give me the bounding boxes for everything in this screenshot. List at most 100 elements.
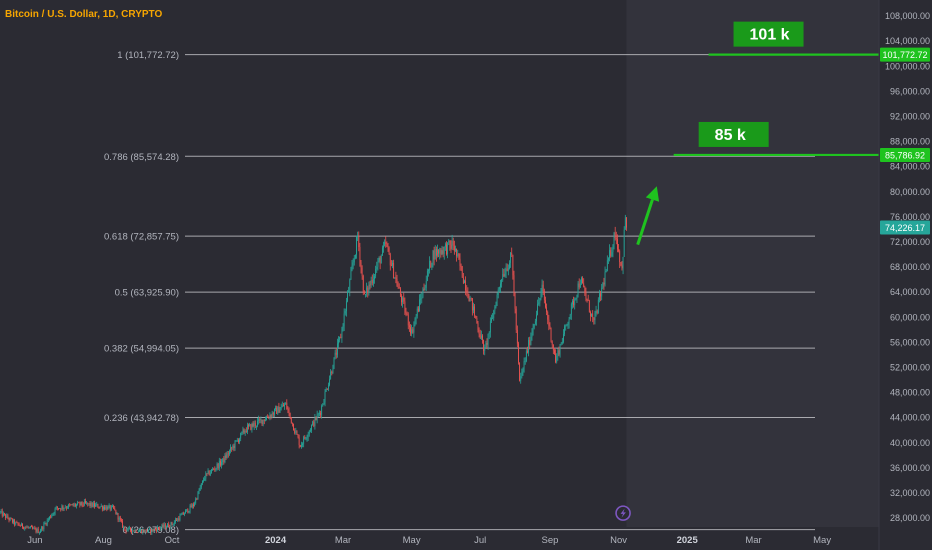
- candle-body: [554, 350, 555, 354]
- candle: [340, 333, 342, 339]
- price-targets[interactable]: 101 k 85 k: [673, 21, 879, 157]
- candle: [623, 226, 625, 257]
- candle-body: [414, 319, 416, 325]
- candle: [507, 264, 509, 276]
- candle-body: [577, 283, 579, 296]
- candle: [318, 410, 320, 417]
- candle-body: [251, 423, 253, 430]
- candle-body: [311, 425, 312, 431]
- event-markers[interactable]: [615, 505, 631, 521]
- candle-body: [386, 244, 388, 246]
- candle-body: [292, 423, 293, 425]
- projection-arrow[interactable]: [636, 186, 660, 246]
- candle-body: [117, 513, 119, 520]
- candle-body: [572, 300, 573, 305]
- candle-body: [265, 419, 266, 421]
- candle-body: [546, 307, 547, 313]
- candle: [336, 338, 338, 358]
- candle: [263, 419, 265, 425]
- candle-body: [56, 506, 58, 509]
- candle-body: [207, 470, 209, 474]
- candle-body: [303, 437, 305, 444]
- candle: [305, 436, 307, 441]
- candle: [222, 458, 224, 466]
- candle-body: [299, 445, 301, 448]
- candle: [342, 323, 344, 332]
- candle: [128, 525, 130, 530]
- candle: [452, 237, 454, 251]
- candle-body: [277, 406, 279, 414]
- candle: [447, 242, 449, 259]
- candle: [104, 504, 105, 511]
- candle: [18, 522, 20, 527]
- candle: [532, 323, 534, 336]
- candle: [177, 517, 179, 522]
- candle-body: [325, 389, 327, 392]
- candle-body: [204, 478, 206, 481]
- candle: [502, 268, 504, 282]
- candle: [497, 287, 499, 299]
- candle-body: [31, 526, 32, 528]
- candle: [619, 249, 621, 269]
- price-tick-label: 84,000.00: [890, 162, 930, 172]
- candle: [405, 307, 407, 317]
- price-tick-label: 96,000.00: [890, 86, 930, 96]
- candle-body: [428, 270, 429, 272]
- candle-body: [348, 290, 350, 293]
- time-axis[interactable]: Jun Aug Oct 2024 Mar May Jul Sep Nov 2025 Mar May: [27, 535, 831, 546]
- candle-body: [150, 528, 152, 533]
- candle: [344, 308, 346, 316]
- candle-body: [558, 350, 560, 355]
- candle: [136, 531, 138, 534]
- candle-body: [437, 249, 438, 256]
- candle-body: [581, 278, 582, 284]
- candle: [585, 287, 587, 302]
- candle-body: [143, 530, 145, 533]
- price-axis[interactable]: 108,000.00 104,000.00 100,000.00 96,000.00 9…: [885, 11, 930, 523]
- candle: [602, 282, 604, 290]
- candle-body: [94, 503, 95, 507]
- candle: [471, 297, 473, 316]
- candle-body: [349, 279, 351, 291]
- candle: [480, 330, 482, 340]
- candle: [380, 254, 382, 264]
- candle: [22, 523, 23, 529]
- candle-body: [361, 267, 363, 276]
- candle-body: [169, 526, 171, 528]
- candle: [597, 297, 599, 314]
- candle-body: [534, 321, 536, 325]
- candle: [383, 241, 384, 253]
- candle: [505, 263, 507, 278]
- candle: [543, 288, 545, 304]
- candle: [398, 283, 400, 289]
- candle-body: [360, 262, 362, 268]
- candle-body: [433, 250, 435, 260]
- candle-body: [576, 295, 578, 299]
- candle-body: [16, 522, 18, 524]
- candle-body: [105, 506, 107, 510]
- price-tick-label: 48,000.00: [890, 388, 930, 398]
- candle-body: [188, 511, 190, 513]
- candle: [94, 500, 95, 509]
- candle: [414, 317, 416, 327]
- candle-body: [166, 526, 167, 528]
- candle-body: [351, 265, 353, 271]
- candle-body: [471, 298, 473, 311]
- candle-body: [449, 240, 451, 245]
- candle-body: [252, 423, 254, 427]
- candle-body: [511, 253, 513, 255]
- candle: [109, 504, 111, 512]
- candle-body: [6, 515, 8, 518]
- candle: [477, 321, 479, 333]
- candle-body: [366, 287, 368, 294]
- candle: [91, 502, 93, 508]
- candle: [385, 236, 387, 248]
- candle-body: [4, 513, 5, 515]
- candle-body: [467, 291, 469, 298]
- time-tick-label: 2024: [265, 535, 287, 546]
- candle: [113, 504, 114, 510]
- candle-body: [123, 526, 125, 528]
- candle-body: [453, 245, 455, 251]
- candle-body: [163, 524, 165, 528]
